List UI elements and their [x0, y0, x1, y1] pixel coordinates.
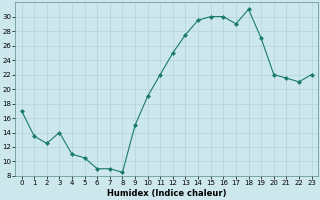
X-axis label: Humidex (Indice chaleur): Humidex (Indice chaleur): [107, 189, 226, 198]
